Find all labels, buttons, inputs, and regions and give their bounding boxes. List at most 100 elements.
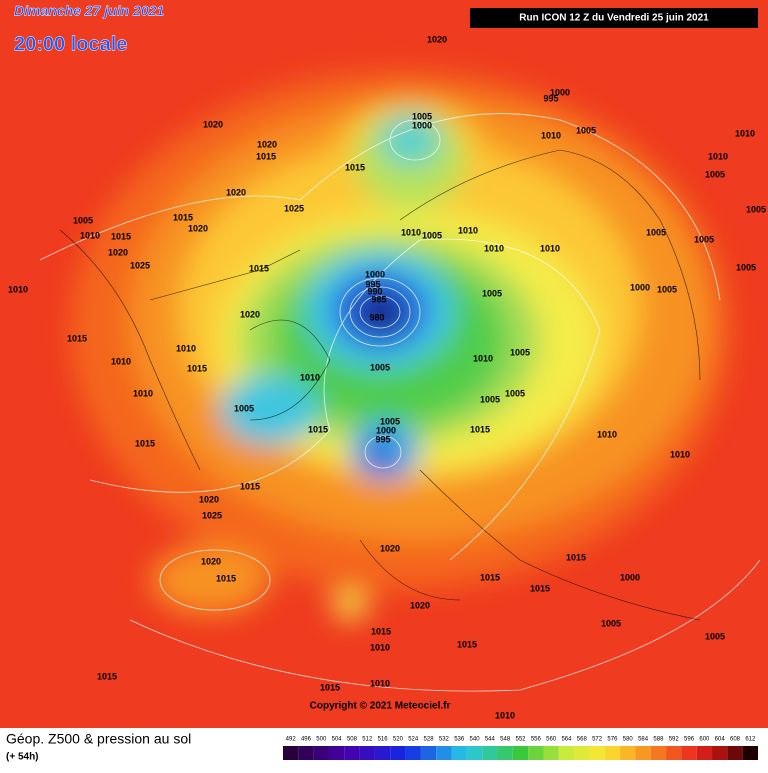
- isobar-label: 1020: [427, 34, 447, 44]
- colorbar-swatch: [482, 746, 498, 760]
- colorbar-swatch: [298, 746, 314, 760]
- colorbar-label: 596: [684, 737, 695, 743]
- colorbar-label: 612: [745, 737, 756, 743]
- map-field: [0, 0, 768, 728]
- colorbar-swatch: [604, 746, 621, 760]
- isobar-label: 1015: [135, 438, 155, 448]
- colorbar-swatch: [635, 746, 651, 760]
- colorbar-label: 552: [515, 737, 526, 743]
- isobar-label: 1020: [203, 119, 223, 129]
- isobar-label: 1010: [735, 128, 755, 138]
- isobar-label: 1010: [176, 343, 196, 353]
- isobar-label: 1020: [240, 309, 260, 319]
- isobar-label: 1010: [670, 449, 690, 459]
- isobar-label: 1005: [234, 403, 254, 413]
- isobar-label: 1020: [108, 247, 128, 257]
- isobar-label: 1010: [111, 356, 131, 366]
- colorbar-label: 512: [362, 737, 373, 743]
- isobar-label: 1015: [216, 573, 236, 583]
- colorbar-label: 500: [316, 737, 327, 743]
- isobar-label: 1010: [8, 284, 28, 294]
- run-box: [470, 8, 758, 28]
- isobar-label: 1005: [746, 204, 766, 214]
- isobar-label: 1000: [630, 282, 650, 292]
- colorbar-swatch: [328, 746, 345, 760]
- footer-lead: (+ 54h): [6, 752, 39, 763]
- isobar-label: 1000: [365, 269, 385, 279]
- colorbar-swatch: [727, 746, 743, 760]
- colorbar-label: 496: [301, 737, 312, 743]
- colorbar-swatch: [420, 746, 437, 760]
- isobar-label: 1015: [240, 481, 260, 491]
- isobar-label: 1005: [705, 169, 725, 179]
- colorbar-swatch: [512, 746, 529, 760]
- isobar-label: 1010: [708, 151, 728, 161]
- isobar-label: 1010: [80, 230, 100, 240]
- isobar-label: 1000: [376, 425, 396, 435]
- colorbar-swatch: [359, 746, 375, 760]
- isobar-label: 1005: [601, 618, 621, 628]
- isobar-label: 1010: [597, 429, 617, 439]
- colorbar-label: 584: [638, 737, 649, 743]
- map-time: 20:00 locale: [14, 33, 127, 55]
- isobar-label: 1015: [249, 263, 269, 273]
- isobar-label: 995: [365, 279, 380, 289]
- isobar-label: 1015: [111, 231, 131, 241]
- isobar-label: 1015: [345, 162, 365, 172]
- copyright: Copyright © 2021 Meteociel.fr: [310, 701, 451, 712]
- isobar-label: 1005: [510, 347, 530, 357]
- colorbar-label: 576: [607, 737, 618, 743]
- isobar-label: 1010: [401, 227, 421, 237]
- isobar-label: 1005: [576, 125, 596, 135]
- colorbar-label: 504: [332, 737, 343, 743]
- isobar-label: 1005: [736, 262, 756, 272]
- colorbar-swatch: [344, 746, 360, 760]
- colorbar-label: 516: [378, 737, 389, 743]
- colorbar-swatch: [283, 746, 299, 760]
- isobar-label: 1010: [370, 642, 390, 652]
- colorbar-label: 508: [347, 737, 358, 743]
- isobar-label: 1005: [705, 631, 725, 641]
- isobar-label: 1010: [541, 130, 561, 140]
- isobar-label: 1010: [370, 678, 390, 688]
- isobar-label: 1005: [646, 227, 666, 237]
- isobar-label: 1005: [657, 284, 677, 294]
- isobar-label: 1015: [67, 333, 87, 343]
- colorbar-swatch: [558, 746, 575, 760]
- isobar-label: 995: [375, 434, 390, 444]
- colorbar-swatch: [436, 746, 452, 760]
- isobar-label: 1025: [130, 260, 150, 270]
- isobar-label: 1015: [530, 583, 550, 593]
- colorbar-swatch: [742, 746, 758, 760]
- isobar-label: 1010: [495, 710, 515, 720]
- isobar-label: 1015: [173, 212, 193, 222]
- isobar-label: 1005: [380, 416, 400, 426]
- isobar-label: 1010: [484, 243, 504, 253]
- colorbar-label: 492: [286, 737, 297, 743]
- map-date: Dimanche 27 juin 2021: [14, 3, 164, 19]
- colorbar-label: 524: [408, 737, 419, 743]
- colorbar-label: 564: [561, 737, 572, 743]
- isobar-label: 1005: [422, 230, 442, 240]
- isobar-label: 1005: [482, 288, 502, 298]
- isobar-label: 1015: [97, 671, 117, 681]
- isobar-label: 1010: [458, 225, 478, 235]
- colorbar-swatch: [313, 746, 329, 760]
- colorbar-swatch: [666, 746, 682, 760]
- colorbar-label: 604: [715, 737, 726, 743]
- colorbar-swatch: [374, 746, 391, 760]
- isobar-label: 1020: [257, 139, 277, 149]
- colorbar-label: 600: [699, 737, 710, 743]
- colorbar-swatch: [574, 746, 590, 760]
- isobar-label: 1020: [201, 556, 221, 566]
- isobar-label: 1000: [550, 87, 570, 97]
- isobar-label: 1010: [473, 353, 493, 363]
- isobar-label: 1015: [187, 363, 207, 373]
- colorbar-label: 572: [592, 737, 603, 743]
- colorbar-label: 544: [485, 737, 496, 743]
- isobar-label: 1015: [371, 626, 391, 636]
- colorbar-label: 588: [653, 737, 664, 743]
- colorbar-label: 556: [531, 737, 542, 743]
- colorbar-swatch: [589, 746, 605, 760]
- colorbar-label: 540: [470, 737, 481, 743]
